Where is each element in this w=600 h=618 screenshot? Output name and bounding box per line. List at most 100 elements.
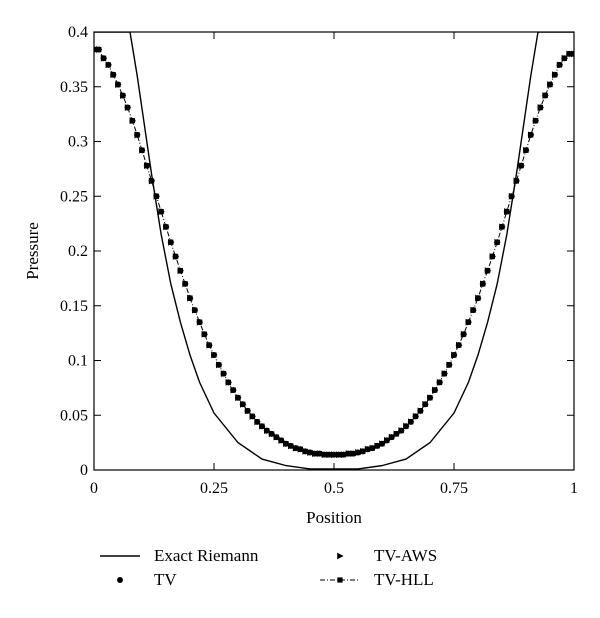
y-tick-label: 0.15 <box>60 298 88 315</box>
tv-hll-point <box>446 362 452 368</box>
tv-hll-point <box>307 449 313 456</box>
tv-hll-point <box>557 62 563 68</box>
y-axis-title: Pressure <box>23 222 42 280</box>
tv-hll-point <box>518 162 524 169</box>
legend-symbol <box>117 577 123 583</box>
tv-hll-point <box>537 104 543 111</box>
tv-hll-point <box>177 268 183 274</box>
tv-hll-point <box>533 118 539 124</box>
tv-hll-point <box>120 92 126 99</box>
tv-hll-point <box>513 178 519 184</box>
x-tick-label: 0.5 <box>324 480 344 497</box>
tv-hll-point <box>398 427 404 434</box>
tv-hll-point <box>288 443 294 449</box>
tv-hll-point <box>302 448 308 454</box>
tv-hll-point <box>379 441 385 447</box>
tv-hll-point <box>547 81 553 88</box>
tv-hll-point <box>163 224 169 230</box>
y-tick-label: 0 <box>80 462 88 479</box>
tv-hll-point <box>264 427 270 434</box>
tv-hll-point <box>317 450 323 457</box>
tv-hll-point <box>110 72 116 78</box>
tv-hll-point <box>475 295 481 301</box>
tv-hll-point <box>249 413 255 419</box>
tv-hll-point <box>422 401 428 407</box>
tv-hll-point <box>456 342 462 348</box>
tv-hll-point <box>197 319 203 325</box>
tv-hll-point <box>552 72 558 78</box>
tv-hll-point <box>403 423 409 429</box>
y-tick-label: 0.05 <box>60 407 88 424</box>
tv-hll-point <box>374 443 380 449</box>
tv-hll-point <box>216 362 222 368</box>
y-tick-label: 0.25 <box>60 188 88 205</box>
legend-entry: TV-HLL <box>320 570 434 589</box>
tv-hll-point <box>134 132 140 138</box>
tv-hll-point <box>101 55 107 61</box>
tv-hll-point <box>259 423 265 429</box>
y-axis: 0 0.05 0.1 0.15 0.2 0.25 0.3 0.35 0.4 <box>60 24 574 479</box>
tv-hll-point <box>437 379 443 385</box>
tv-hll-point <box>312 450 318 457</box>
y-tick-label: 0.2 <box>68 243 88 260</box>
legend-entry: TV <box>117 570 177 589</box>
tv-hll-point <box>230 387 236 393</box>
tv-hll-point <box>499 224 505 230</box>
tv-hll-point <box>441 371 447 377</box>
tv-hll-point <box>528 132 534 138</box>
y-tick-label: 0.35 <box>60 79 88 96</box>
tv-hll-point <box>297 446 303 452</box>
tv-hll-point <box>355 449 361 456</box>
tv-hll-point <box>125 104 131 111</box>
tv-hll-point <box>571 51 574 57</box>
x-tick-label: 0.75 <box>440 480 468 497</box>
series-tv-hll <box>94 46 574 458</box>
tv-hll-point <box>225 379 231 385</box>
tv-hll-point <box>480 281 486 287</box>
legend-label: TV-AWS <box>374 546 437 565</box>
tv-hll-point <box>417 408 423 414</box>
y-tick-label: 0.3 <box>68 134 88 151</box>
legend-entry: Exact Riemann <box>100 546 259 565</box>
tv-hll-point <box>278 437 284 444</box>
tv-hll-point <box>432 387 438 393</box>
legend-label: TV <box>154 570 177 589</box>
tv-hll-point <box>489 253 495 260</box>
tv-hll-point <box>129 118 135 124</box>
tv-hll-point <box>115 81 121 88</box>
tv-hll-point <box>336 452 342 458</box>
legend-circle-marker <box>117 577 123 583</box>
tv-hll-point <box>158 208 164 215</box>
tv-hll-point <box>360 448 366 454</box>
tv-hll-point <box>465 319 471 325</box>
y-tick-label: 0.4 <box>68 24 88 41</box>
tv-hll-point <box>566 51 572 57</box>
legend-label: Exact Riemann <box>154 546 259 565</box>
tv-hll-point <box>413 413 419 419</box>
tv-hll-point <box>326 452 332 458</box>
tv-hll-point <box>235 395 241 401</box>
tv-hll-point <box>345 450 351 457</box>
tv-hll-point <box>245 408 251 414</box>
tv-hll-point <box>240 401 246 407</box>
x-axis-title: Position <box>306 508 362 527</box>
tv-hll-point <box>168 239 174 245</box>
x-tick-label: 0.25 <box>200 480 228 497</box>
tv-hll-line <box>94 49 574 456</box>
tv-hll-point <box>173 253 179 260</box>
exact-riemann-line <box>94 32 574 470</box>
tv-hll-point <box>504 208 510 215</box>
legend-symbol <box>320 577 360 583</box>
series-exact-riemann <box>94 32 574 470</box>
x-tick-label: 0 <box>90 480 98 497</box>
tv-hll-point <box>293 445 299 451</box>
tv-hll-point <box>331 452 337 458</box>
legend-label: TV-HLL <box>374 570 434 589</box>
tv-hll-point <box>182 281 188 287</box>
legend-triangle-marker <box>337 552 344 560</box>
tv-hll-point <box>283 441 289 447</box>
tv-hll-point <box>384 437 390 444</box>
legend: Exact Riemann TV TV-AWS TV-HLL <box>100 546 437 589</box>
y-tick-label: 0.1 <box>68 353 88 370</box>
tv-hll-point <box>139 147 145 153</box>
